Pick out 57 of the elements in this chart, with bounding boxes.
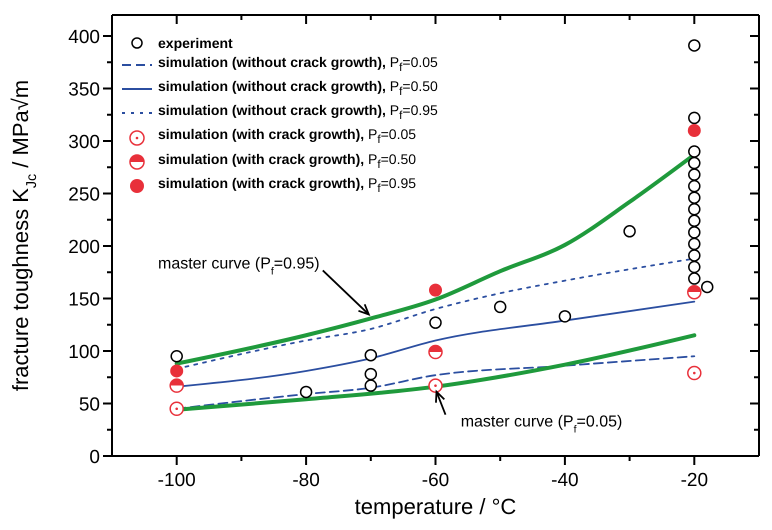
point (300, 386, 312, 398)
legend-label: simulation (without crack growth), P$_{f}$=0.05 (158, 54, 438, 74)
point (688, 203, 701, 216)
x-tick-label: -100 (158, 470, 196, 491)
x-tick-label: -40 (551, 470, 579, 491)
point (494, 300, 506, 314)
point (687, 366, 702, 380)
legend-label: simulation (without crack growth), P$_{f}$=0.50 (158, 78, 438, 98)
point (688, 124, 701, 137)
legend-label: experiment (158, 35, 233, 51)
y-tick-label: 400 (68, 27, 100, 48)
point (428, 378, 443, 393)
point (688, 168, 701, 181)
y-tick-label: 0 (89, 447, 100, 468)
x-tick-label: -80 (292, 470, 320, 491)
point (169, 378, 184, 393)
point (688, 156, 701, 170)
y-tick-label: 350 (68, 80, 100, 100)
point (700, 280, 714, 294)
annotation: master curve (P$_{f}$=0.05) (460, 414, 622, 436)
point (688, 260, 701, 274)
y-tick-label: 300 (68, 132, 100, 153)
point (364, 379, 378, 392)
point (364, 348, 378, 362)
point (688, 112, 701, 124)
point (170, 350, 183, 362)
point (364, 368, 378, 380)
point (688, 226, 701, 239)
point (169, 402, 184, 416)
point (688, 249, 701, 262)
x-axis-title: temperature / °C (354, 494, 516, 519)
annotation: master curve (P$_{f}$=0.95) (158, 255, 320, 277)
legend-label: simulation (without crack growth), P$_{f}$=0.95 (158, 102, 438, 122)
y-tick-label: 250 (68, 184, 100, 206)
point (688, 191, 701, 204)
legend-label: simulation (with crack growth), P$_{f}$=0.05 (158, 126, 416, 146)
point (688, 214, 701, 228)
point (688, 39, 701, 52)
y-tick-label: 100 (68, 342, 100, 363)
x-tick-label: -20 (680, 470, 708, 491)
point (170, 364, 184, 378)
point (429, 316, 442, 329)
y-tick-label: 50 (78, 394, 100, 416)
point (687, 284, 702, 300)
legend-label: simulation (with crack growth), P$_{f}$=0.95 (158, 174, 416, 195)
point (688, 180, 701, 192)
point (688, 145, 701, 158)
point (428, 344, 443, 360)
point (688, 238, 701, 250)
y-tick-label: 200 (68, 237, 100, 258)
x-tick-label: -60 (422, 470, 450, 491)
legend-label: simulation (with crack growth), P$_{f}$=0.50 (158, 150, 416, 170)
point (558, 310, 572, 323)
point (688, 272, 701, 285)
point (623, 225, 636, 238)
y-tick-label: 150 (68, 290, 100, 310)
point (429, 284, 442, 297)
